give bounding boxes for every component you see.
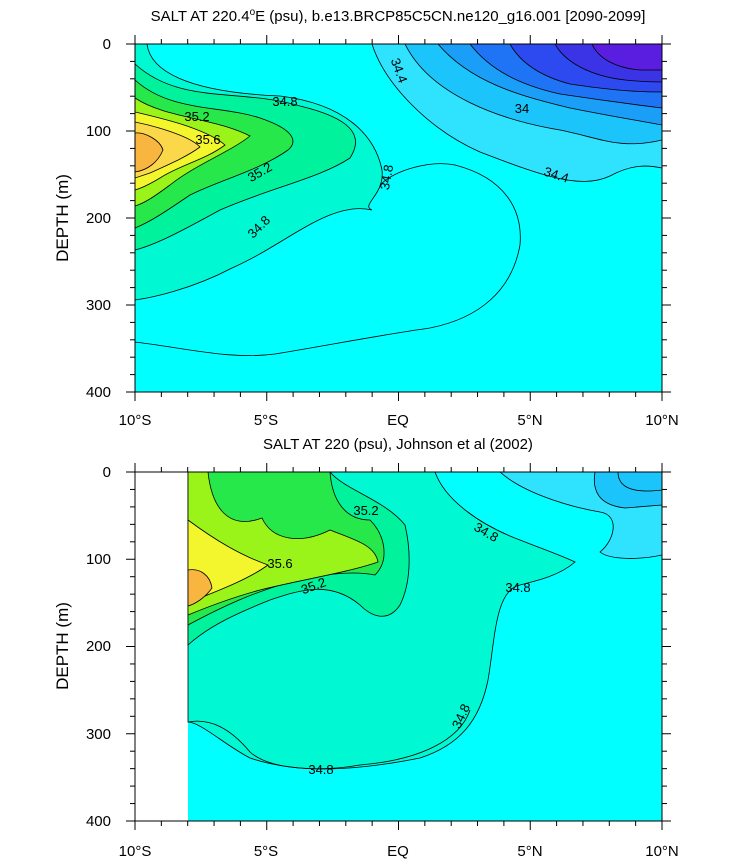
top-label-34.4-b: 34.4 xyxy=(542,164,571,186)
top-x-tick-labels: 10°S 5°S EQ 5°N 10°N xyxy=(119,412,679,429)
top-chart-title: SALT AT 220.4oE (psu), b.e13.BRCP85C5CN.… xyxy=(151,7,646,25)
top-contour-labels: 34.4 34 34.4 34.8 35.2 35.6 35.2 34.8 34… xyxy=(184,56,570,241)
top-xtick-label: 10°S xyxy=(119,412,152,429)
top-label-34.0: 34 xyxy=(515,101,529,116)
top-xtick-label: 10°N xyxy=(645,412,679,429)
bottom-tick-marks xyxy=(126,463,671,830)
bottom-x-tick-labels: 10°S 5°S EQ 5°N 10°N xyxy=(119,843,679,860)
bottom-label-35.6: 35.6 xyxy=(267,556,292,571)
bottom-xtick-label: 5°N xyxy=(517,843,542,860)
top-ytick-label: 200 xyxy=(86,210,111,227)
bottom-ytick-label: 0 xyxy=(103,464,111,481)
bottom-xtick-label: 10°N xyxy=(645,843,679,860)
top-y-tick-labels: 0 100 200 300 400 xyxy=(86,36,111,401)
bottom-label-35.2-a: 35.2 xyxy=(353,503,378,518)
top-deep-contour xyxy=(135,163,521,357)
bottom-ytick-label: 200 xyxy=(86,638,111,655)
top-label-34.8-b: 34.8 xyxy=(377,163,396,191)
bottom-band-34.0 xyxy=(617,472,662,492)
top-contour-field xyxy=(135,44,662,392)
top-band-33.2 xyxy=(591,44,662,71)
bottom-y-axis-label: DEPTH (m) xyxy=(53,602,72,690)
top-ytick-label: 0 xyxy=(103,36,111,53)
top-y-axis-label: DEPTH (m) xyxy=(53,174,72,262)
bottom-ytick-label: 400 xyxy=(86,813,111,830)
top-panel: SALT AT 220.4oE (psu), b.e13.BRCP85C5CN.… xyxy=(53,7,679,429)
top-ytick-label: 100 xyxy=(86,123,111,140)
top-label-35.6: 35.6 xyxy=(195,132,220,147)
top-ytick-label: 300 xyxy=(86,297,111,314)
bottom-chart-title: SALT AT 220 (psu), Johnson et al (2002) xyxy=(263,436,533,453)
top-label-35.2-a: 35.2 xyxy=(184,109,209,124)
bottom-xtick-label: EQ xyxy=(387,843,409,860)
top-band-35.9 xyxy=(135,132,164,173)
bottom-band-35.8 xyxy=(187,569,213,607)
bottom-xtick-label: 5°S xyxy=(254,843,278,860)
top-ytick-label: 400 xyxy=(86,384,111,401)
bottom-deep-contour xyxy=(187,709,471,770)
top-xtick-label: EQ xyxy=(387,412,409,429)
bottom-ytick-label: 300 xyxy=(86,726,111,743)
bottom-label-34.8-b: 34.8 xyxy=(505,580,530,595)
bottom-label-34.8-d: 34.8 xyxy=(308,762,333,777)
top-tick-marks xyxy=(126,35,671,401)
top-xtick-label: 5°N xyxy=(517,412,542,429)
bottom-contour-field xyxy=(135,472,662,821)
bottom-panel: SALT AT 220 (psu), Johnson et al (2002) xyxy=(53,436,679,860)
bottom-xtick-label: 10°S xyxy=(119,843,152,860)
bottom-ytick-label: 100 xyxy=(86,551,111,568)
bottom-y-tick-labels: 0 100 200 300 400 xyxy=(86,464,111,830)
top-label-34.8-a: 34.8 xyxy=(272,94,297,109)
top-xtick-label: 5°S xyxy=(254,412,278,429)
